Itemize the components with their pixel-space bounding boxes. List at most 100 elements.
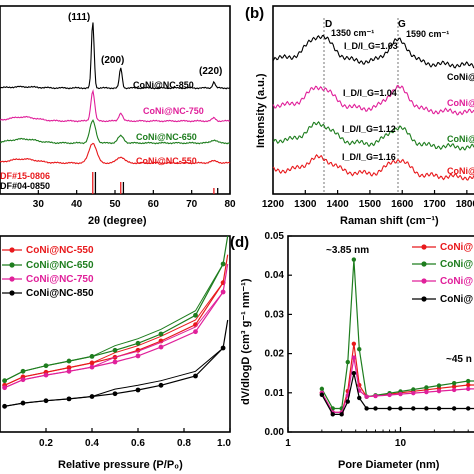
raman-tick-label: 1800 [456,199,474,210]
psd-point [345,359,350,365]
isotherm-point [112,347,118,353]
isotherm-point [220,261,226,267]
psd-legend-label: CoNi@ [440,294,473,305]
psd-point [319,392,325,397]
isotherm-point [43,372,49,378]
g-band-value: 1590 cm⁻¹ [406,29,449,39]
psd-legend-label: CoNi@ [440,242,473,253]
isotherm-point [66,368,72,374]
psd-point [364,406,369,411]
xrd-tick-label: 70 [186,199,198,210]
psd-point [387,406,392,411]
ratio-prefix: I_D/I_G [342,124,373,134]
xrd-tick-label: 50 [109,199,121,210]
psd-ytick-label: 0.04 [265,270,285,281]
psd-point [451,387,457,393]
isotherm-legend-label: CoNi@NC-550 [26,245,94,256]
g-band-label: G [398,19,406,30]
psd-point [351,257,357,262]
psd-point [465,386,471,392]
raman-curve [272,121,474,151]
xrd-tick-label: 40 [71,199,83,210]
legend-marker [421,278,427,284]
isotherm-legend-label: CoNi@NC-850 [26,288,94,299]
isotherm-tick-label: 0.8 [177,438,191,449]
psd-point [451,384,457,389]
xrd-curve [0,142,231,165]
psd-point [373,393,378,399]
xrd-legend-650: CoNi@NC-650 [136,132,197,142]
isotherm-tick-label: 0.2 [39,438,53,449]
panel-b-ylabel: Intensity (a.u.) [255,73,267,148]
ratio-prefix: I_D/I_G [342,152,373,162]
isotherm-point [193,312,198,318]
peak-label-220: (220) [199,66,222,77]
raman-tick-label: 1600 [391,199,414,210]
psd-xtick-label: 10 [395,438,407,449]
psd-point [436,406,442,411]
isotherm-point [66,365,72,370]
psd-ytick-label: 0.05 [265,231,285,242]
psd-point [424,385,429,390]
legend-marker [421,261,427,267]
psd-point [373,406,378,411]
psd-point [351,341,357,346]
raman-tick-label: 1700 [423,199,446,210]
isotherm-point [20,400,26,406]
legend-marker [421,244,427,250]
raman-ratio-750: I_D/I_G=1.04 [343,88,397,98]
raman-legend-650: CoNi@ [447,134,474,144]
xrd-tick-label: 60 [148,199,160,210]
psd-point [398,391,403,397]
psd-point [330,412,335,417]
raman-legend-750: CoNi@ [447,98,474,108]
raman-tick-label: 1500 [359,199,382,210]
raman-ratio-650: I_D/I_G=1.12 [342,124,396,134]
isotherm-tick-label: 1.0 [217,438,231,449]
legend-marker [9,247,15,253]
isotherm-desorption [4,263,224,382]
psd-point [465,378,471,384]
isotherm-point [135,353,141,359]
isotherm-point [89,364,95,370]
isotherm-point [89,354,95,359]
isotherm-legend-label: CoNi@NC-750 [26,274,94,285]
legend-marker [9,276,15,282]
legend-marker [9,262,15,268]
isotherm-point [89,394,95,399]
xrd-tick-label: 80 [224,199,236,210]
peak-label-111: (111) [68,12,90,23]
isotherm-point [2,378,7,384]
isotherm-point [158,344,164,350]
ref-label-2: DF#04-0850 [0,181,50,191]
psd-legend-label: CoNi@ [440,259,473,270]
ratio-prefix: I_D/I_G [344,41,375,51]
raman-legend-550: CoNi@ [447,166,474,176]
ratio-prefix: I_D/I_G [343,88,374,98]
d-band-label: D [325,19,332,30]
psd-point [451,406,457,411]
isotherm-point [112,359,118,365]
psd-point [424,389,429,395]
isotherm-point [2,385,7,391]
psd-point [411,390,416,396]
panel-b-xlabel: Raman shift (cm⁻¹) [340,215,439,227]
isotherm-point [43,363,49,369]
raman-ratio-850: I_D/I_G=1.03 [344,41,398,51]
isotherm-tick-label: 0.6 [131,438,145,449]
panel-d-ylabel: dV/dlogD (cm³ g⁻¹ nm⁻¹) [240,278,252,405]
xrd-legend-550: CoNi@NC-550 [136,156,197,166]
isotherm-point [112,391,118,397]
panel-b-frame [272,5,474,195]
psd-ytick-label: 0.03 [265,309,285,320]
psd-point [357,395,362,401]
xrd-legend-850: CoNi@NC-850 [133,80,194,90]
ratio-value: =1.16 [373,152,396,162]
isotherm-point [89,360,95,366]
psd-xtick-label: 1 [285,438,291,449]
isotherm-legend-label: CoNi@NC-650 [26,260,94,271]
isotherm-point [2,403,7,409]
ratio-value: =1.04 [374,88,397,98]
psd-point [398,406,403,411]
